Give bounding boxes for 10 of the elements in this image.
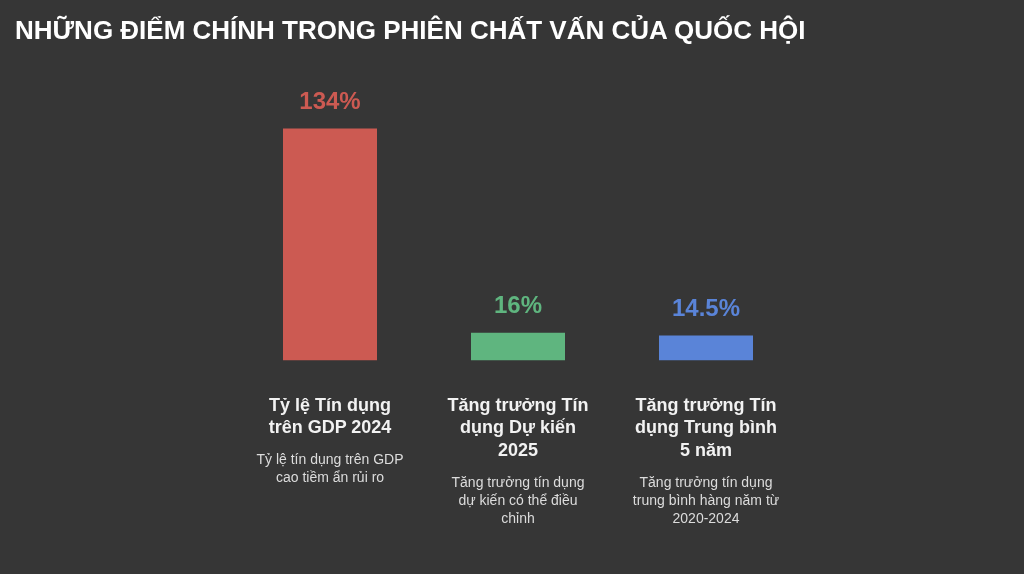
x-tick-label: Tăng trưởng Tín dụng Dự kiến 2025: [447, 394, 589, 460]
x-tick-label: Tỷ lệ Tín dụng trên GDP 2024: [268, 394, 392, 438]
x-tick-label: Tăng trưởng Tín dụng Trung bình 5 năm: [635, 394, 777, 460]
text: Tăng trưởng tín dụng trung bình hàng năm từ 2020-2024: [632, 473, 780, 526]
data-label: 14.5%: [671, 294, 741, 322]
data-label: 134%: [299, 87, 361, 115]
data-label: 16%: [493, 291, 543, 319]
text: Tỷ lệ tín dụng trên GDP cao tiềm ẩn rủi ro: [256, 451, 404, 486]
text: Tăng trưởng tín dụng dự kiến có thể điều chỉnh: [451, 473, 585, 526]
chart-title: NHỮNG ĐIỂM CHÍNH TRONG PHIÊN CHẤT VẤN CỦA QUỐC HỘI: [15, 14, 806, 46]
